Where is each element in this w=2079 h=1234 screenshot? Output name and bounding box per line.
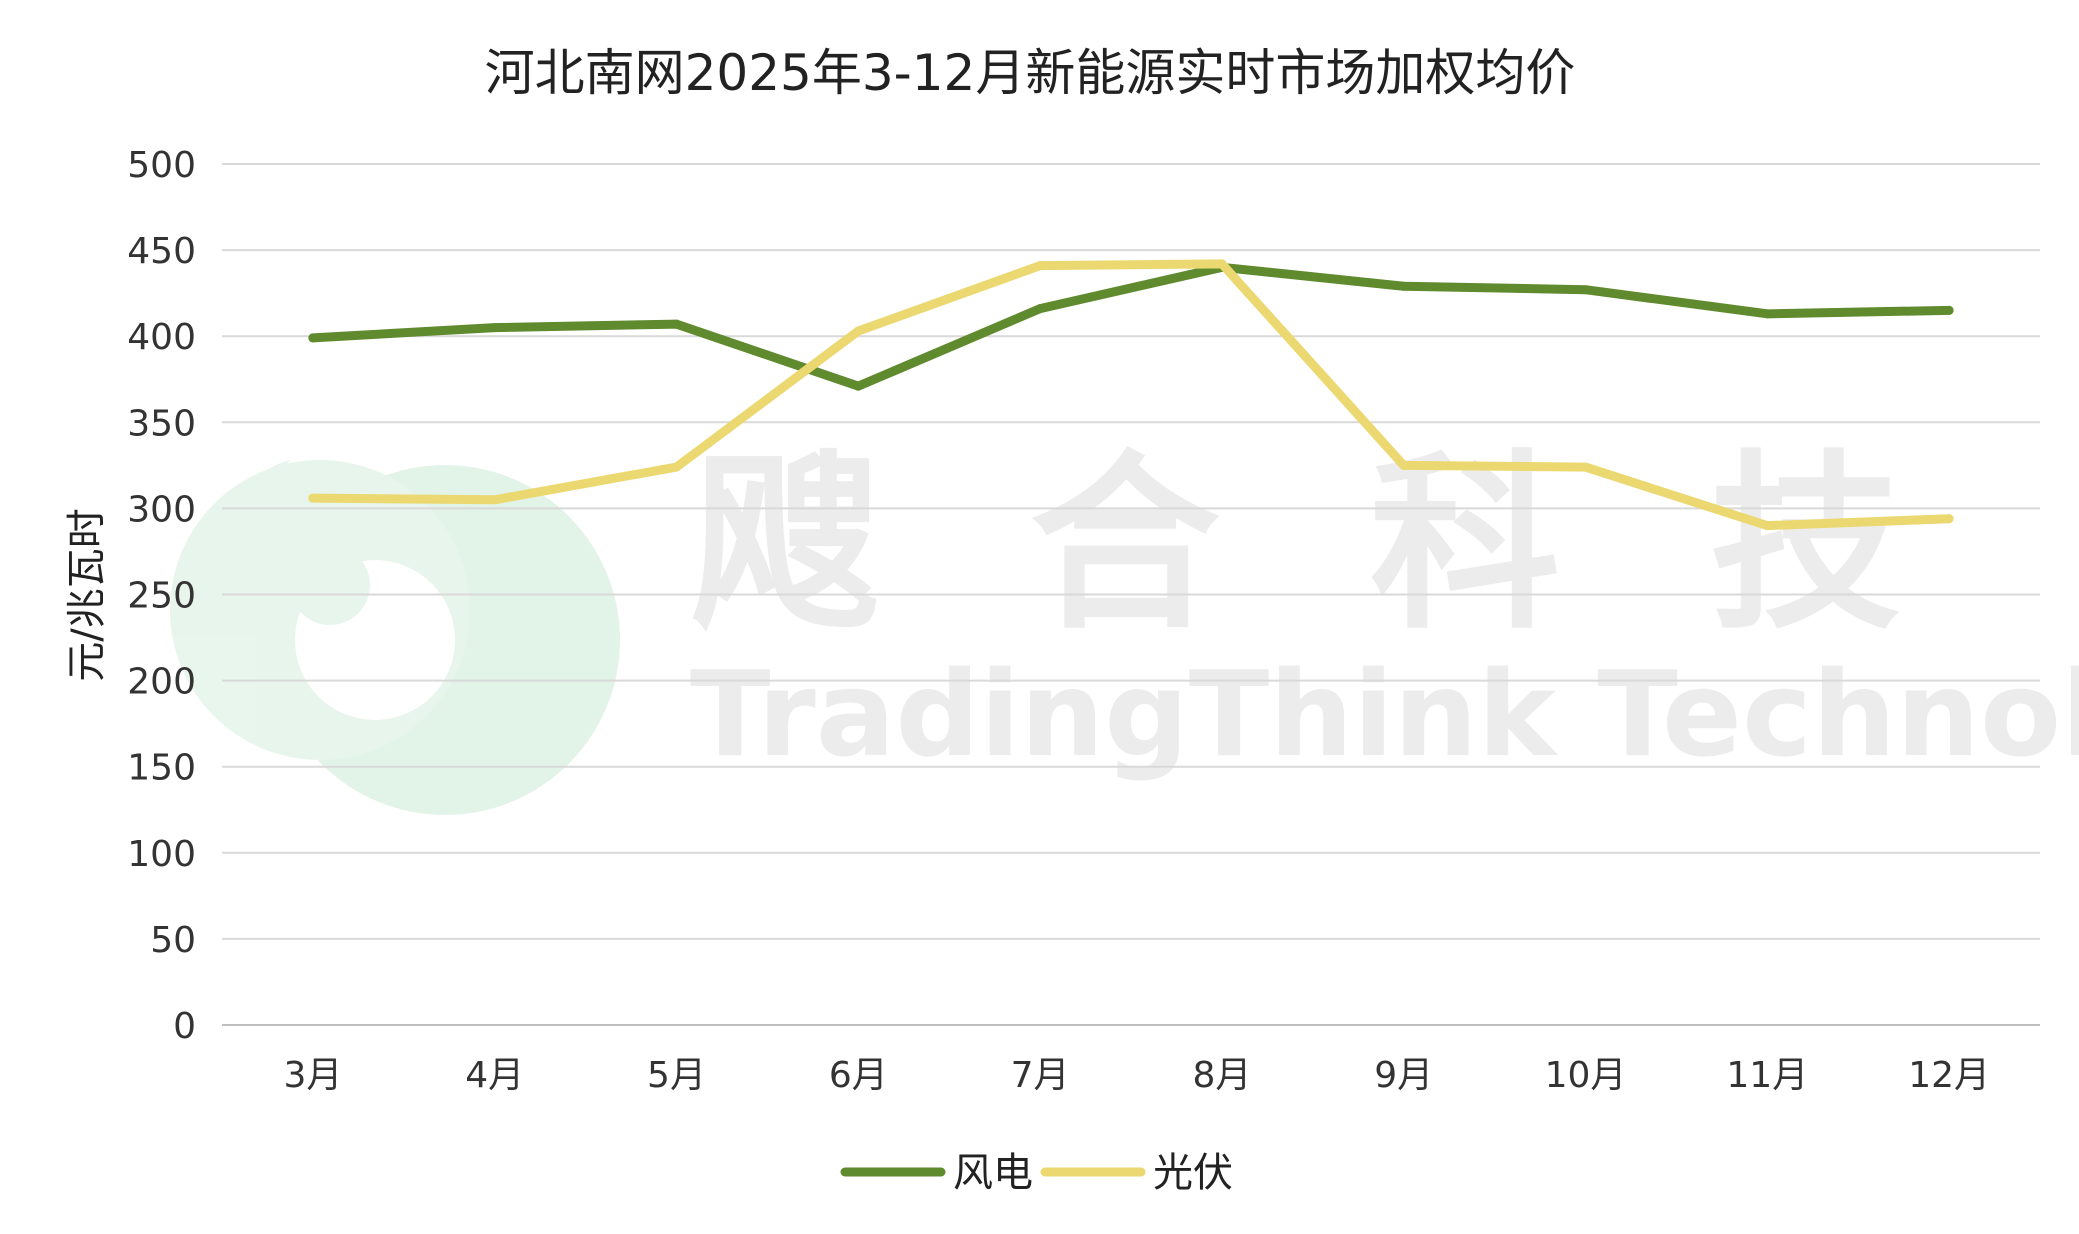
data-point	[1217, 259, 1227, 269]
data-point	[1035, 261, 1045, 271]
data-point	[308, 493, 318, 503]
x-tick-label: 8月	[1192, 1055, 1251, 1096]
series-line-1	[308, 259, 1954, 531]
data-point	[490, 323, 500, 333]
data-point	[853, 326, 863, 336]
data-point	[1581, 462, 1590, 472]
watermark-logo	[170, 460, 620, 815]
data-point	[1762, 309, 1772, 319]
y-tick-label: 500	[127, 145, 196, 186]
x-tick-label: 5月	[647, 1055, 706, 1096]
data-point	[1581, 285, 1590, 295]
data-point	[1399, 460, 1409, 470]
x-tick-label: 7月	[1011, 1055, 1070, 1096]
y-tick-label: 400	[127, 317, 196, 358]
y-tick-label: 0	[173, 1006, 196, 1047]
x-tick-label: 3月	[283, 1055, 342, 1096]
legend-label: 风电	[953, 1150, 1033, 1196]
series-line-0	[308, 262, 1954, 391]
x-tick-label: 9月	[1374, 1055, 1433, 1096]
data-point	[1035, 304, 1045, 314]
y-tick-label: 250	[127, 576, 196, 617]
watermark-chinese: 飕合科技	[690, 434, 2050, 655]
x-tick-label: 12月	[1908, 1055, 1990, 1096]
legend: 风电 光伏	[840, 1150, 1233, 1196]
y-tick-label: 100	[127, 834, 196, 875]
x-tick-label: 10月	[1545, 1055, 1627, 1096]
y-tick-label: 350	[127, 403, 196, 444]
legend-label: 光伏	[1153, 1150, 1233, 1196]
y-axis-ticks: 0 50 100 150 200 250 300 350 400 450 500	[127, 145, 196, 1047]
grid-lines	[222, 163, 2040, 1026]
y-tick-label: 200	[127, 662, 196, 703]
data-point	[672, 319, 681, 329]
x-axis-ticks: 3月 4月 5月 6月 7月 8月 9月 10月 11月 12月	[283, 1055, 1990, 1096]
y-tick-label: 150	[127, 748, 196, 789]
data-point	[490, 495, 500, 505]
y-tick-label: 450	[127, 231, 196, 272]
watermark: 飕合科技 TradingThink Technology	[170, 434, 2079, 815]
y-axis-label: 元/兆瓦时	[64, 508, 110, 681]
chart-title: 河北南网2025年3-12月新能源实时市场加权均价	[485, 44, 1576, 102]
x-tick-label: 4月	[465, 1055, 524, 1096]
data-point	[1399, 281, 1409, 291]
data-point	[1944, 305, 1954, 315]
watermark-english: TradingThink Technology	[690, 645, 2079, 783]
y-tick-label: 300	[127, 489, 196, 530]
data-point	[1762, 521, 1772, 531]
data-point	[1944, 514, 1954, 524]
data-point	[853, 381, 863, 391]
x-tick-label: 11月	[1726, 1055, 1808, 1096]
data-point	[308, 333, 318, 343]
x-tick-label: 6月	[829, 1055, 888, 1096]
data-point	[672, 462, 681, 472]
y-tick-label: 50	[150, 920, 196, 961]
series-layer	[308, 259, 1954, 531]
